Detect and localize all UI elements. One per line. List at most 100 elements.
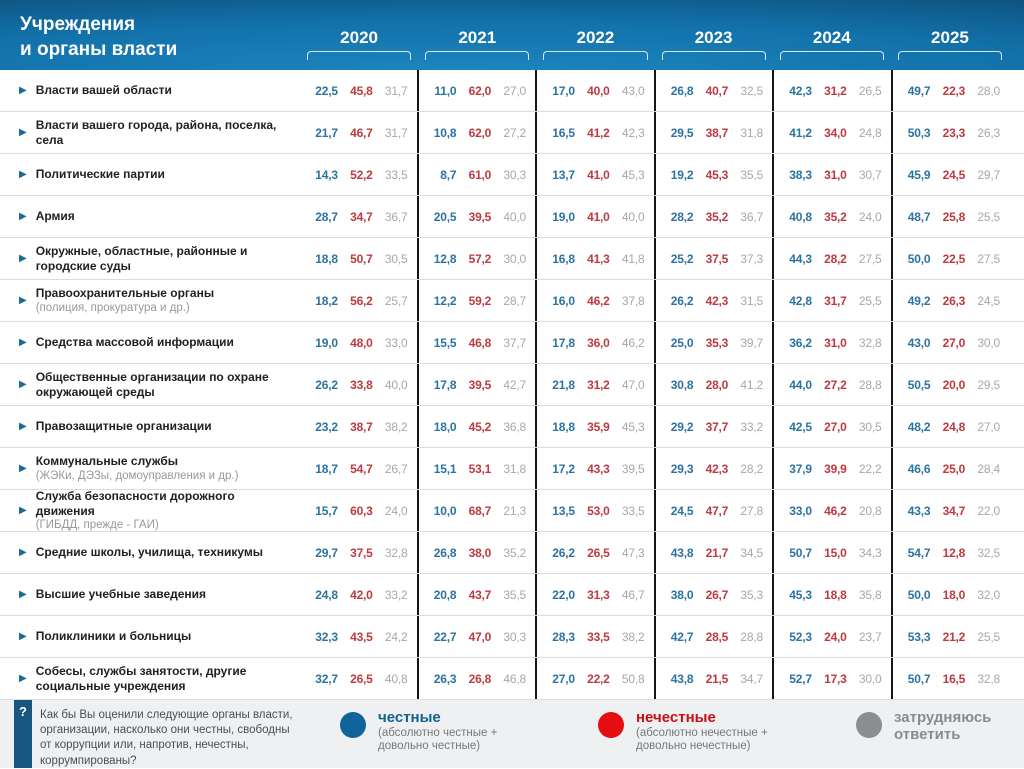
year-value-group: 19,2 45,3 35,5 [653, 154, 773, 195]
value-dishonest: 37,5 [705, 251, 729, 266]
value-honest: 28,3 [552, 629, 575, 644]
table-row: ▶ Средние школы, училища, техникумы 29,7 37… [0, 532, 1024, 574]
value-undecided: 41,8 [621, 251, 645, 266]
year-value-group: 28,3 33,5 38,2 [535, 616, 654, 657]
row-label-cell: ▶ Политические партии [0, 154, 300, 195]
year-value-group: 42,8 31,7 25,5 [772, 280, 891, 321]
year-value-group: 29,5 38,7 31,8 [653, 112, 773, 153]
header: Учреждения и органы власти 2020 2021 2022 2… [0, 0, 1024, 70]
value-undecided: 36,7 [384, 209, 408, 224]
year-value-group: 26,8 38,0 35,2 [416, 532, 536, 573]
value-dishonest: 26,5 [350, 671, 373, 686]
value-undecided: 27,8 [740, 503, 763, 518]
value-undecided: 33,5 [384, 167, 408, 182]
value-undecided: 37,3 [740, 251, 763, 266]
value-dishonest: 47,0 [468, 629, 492, 644]
value-honest: 36,2 [789, 335, 812, 350]
year-value-group: 21,7 46,7 31,7 [300, 112, 417, 153]
survey-question: Как бы Вы оценили следующие органы власт… [40, 709, 293, 767]
value-honest: 26,8 [670, 83, 694, 98]
value-honest: 25,2 [670, 251, 694, 266]
row-bullet-icon: ▶ [19, 630, 27, 642]
value-honest: 17,0 [552, 83, 575, 98]
legend-item-dishonest: нечестные (абсолютно нечестные + довольно… [598, 709, 856, 768]
value-honest: 12,8 [433, 251, 457, 266]
value-honest: 15,5 [433, 335, 457, 350]
year-value-group: 18,0 45,2 36,8 [416, 406, 536, 447]
value-dishonest: 42,3 [705, 293, 729, 308]
value-undecided: 24,5 [977, 293, 1000, 308]
row-label-cell: ▶ Собесы, службы занятости, другие социал… [0, 658, 300, 699]
year-value-group: 19,0 48,0 33,0 [300, 322, 417, 363]
year-value-group: 11,0 62,0 27,0 [416, 70, 536, 111]
year-column-2020: 2020 [300, 28, 418, 70]
question-mark-icon: ? [19, 704, 27, 719]
value-honest: 42,7 [670, 629, 694, 644]
row-bullet-icon: ▶ [19, 378, 27, 390]
year-value-group: 50,3 23,3 26,3 [890, 112, 1010, 153]
value-undecided: 32,0 [977, 587, 1000, 602]
value-honest: 50,5 [907, 377, 931, 392]
value-honest: 13,7 [552, 167, 575, 182]
year-label: 2025 [931, 28, 969, 47]
table-row: ▶ Средства массовой информации 19,0 48,0 33,… [0, 322, 1024, 364]
value-undecided: 34,3 [858, 545, 882, 560]
row-label-cell: ▶ Правозащитные организации [0, 406, 300, 447]
value-honest: 19,0 [552, 209, 575, 224]
year-value-group: 36,2 31,0 32,8 [772, 322, 891, 363]
value-honest: 14,3 [315, 167, 338, 182]
value-honest: 20,8 [433, 587, 457, 602]
value-undecided: 25,5 [977, 629, 1000, 644]
value-honest: 21,8 [552, 377, 575, 392]
row-bullet-icon: ▶ [19, 420, 27, 432]
year-value-group: 15,7 60,3 24,0 [300, 490, 417, 531]
year-value-group: 17,8 36,0 46,2 [535, 322, 654, 363]
row-label-cell: ▶ Армия [0, 196, 300, 237]
value-honest: 25,0 [670, 335, 694, 350]
value-undecided: 39,5 [621, 461, 645, 476]
legend-label: нечестные [636, 709, 716, 726]
value-honest: 29,5 [670, 125, 694, 140]
value-undecided: 28,8 [740, 629, 763, 644]
year-value-group: 29,7 37,5 32,8 [300, 532, 417, 573]
year-value-group: 30,8 28,0 41,2 [653, 364, 773, 405]
value-dishonest: 27,2 [824, 377, 847, 392]
year-value-group: 40,8 35,2 24,0 [772, 196, 891, 237]
year-value-group: 42,3 31,2 26,5 [772, 70, 891, 111]
row-bullet-icon: ▶ [19, 546, 27, 558]
year-value-group: 41,2 34,0 24,8 [772, 112, 891, 153]
row-label-cell: ▶ Средние школы, училища, техникумы [0, 532, 300, 573]
value-undecided: 41,2 [740, 377, 763, 392]
year-value-group: 26,3 26,8 46,8 [416, 658, 536, 699]
value-undecided: 46,7 [621, 587, 645, 602]
legend-sublabel: (абсолютно честные + довольно честные) [378, 726, 498, 753]
year-value-group: 18,8 50,7 30,5 [300, 238, 417, 279]
value-undecided: 27,5 [858, 251, 882, 266]
value-undecided: 30,0 [977, 335, 1000, 350]
year-value-group: 22,7 47,0 30,3 [416, 616, 536, 657]
row-label-cell: ▶ Высшие учебные заведения [0, 574, 300, 615]
row-label: Собесы, службы занятости, другие социаль… [35, 663, 247, 693]
value-undecided: 26,3 [977, 125, 1000, 140]
row-label: Правоохранительные органы (полиция, проку… [35, 286, 215, 314]
footer: ? Как бы Вы оценили следующие органы вла… [0, 700, 1024, 768]
value-honest: 11,0 [434, 83, 457, 98]
value-honest: 15,1 [433, 461, 457, 476]
value-dishonest: 43,3 [587, 461, 610, 476]
value-honest: 45,3 [789, 587, 812, 602]
value-honest: 13,5 [552, 503, 575, 518]
value-honest: 42,5 [789, 419, 812, 434]
year-value-group: 50,7 15,0 34,3 [772, 532, 891, 573]
year-value-group: 10,0 68,7 21,3 [416, 490, 536, 531]
value-undecided: 45,3 [621, 419, 645, 434]
year-value-group: 49,7 22,3 28,0 [890, 70, 1010, 111]
value-dishonest: 45,3 [705, 167, 729, 182]
year-value-group: 16,8 41,3 41,8 [535, 238, 654, 279]
year-label: 2024 [812, 28, 851, 47]
year-value-group: 45,3 18,8 35,8 [772, 574, 891, 615]
undecided-dot-icon [856, 712, 882, 738]
year-value-group: 26,2 42,3 31,5 [653, 280, 773, 321]
row-label: Средние школы, училища, техникумы [35, 545, 264, 560]
value-undecided: 21,3 [503, 503, 526, 518]
